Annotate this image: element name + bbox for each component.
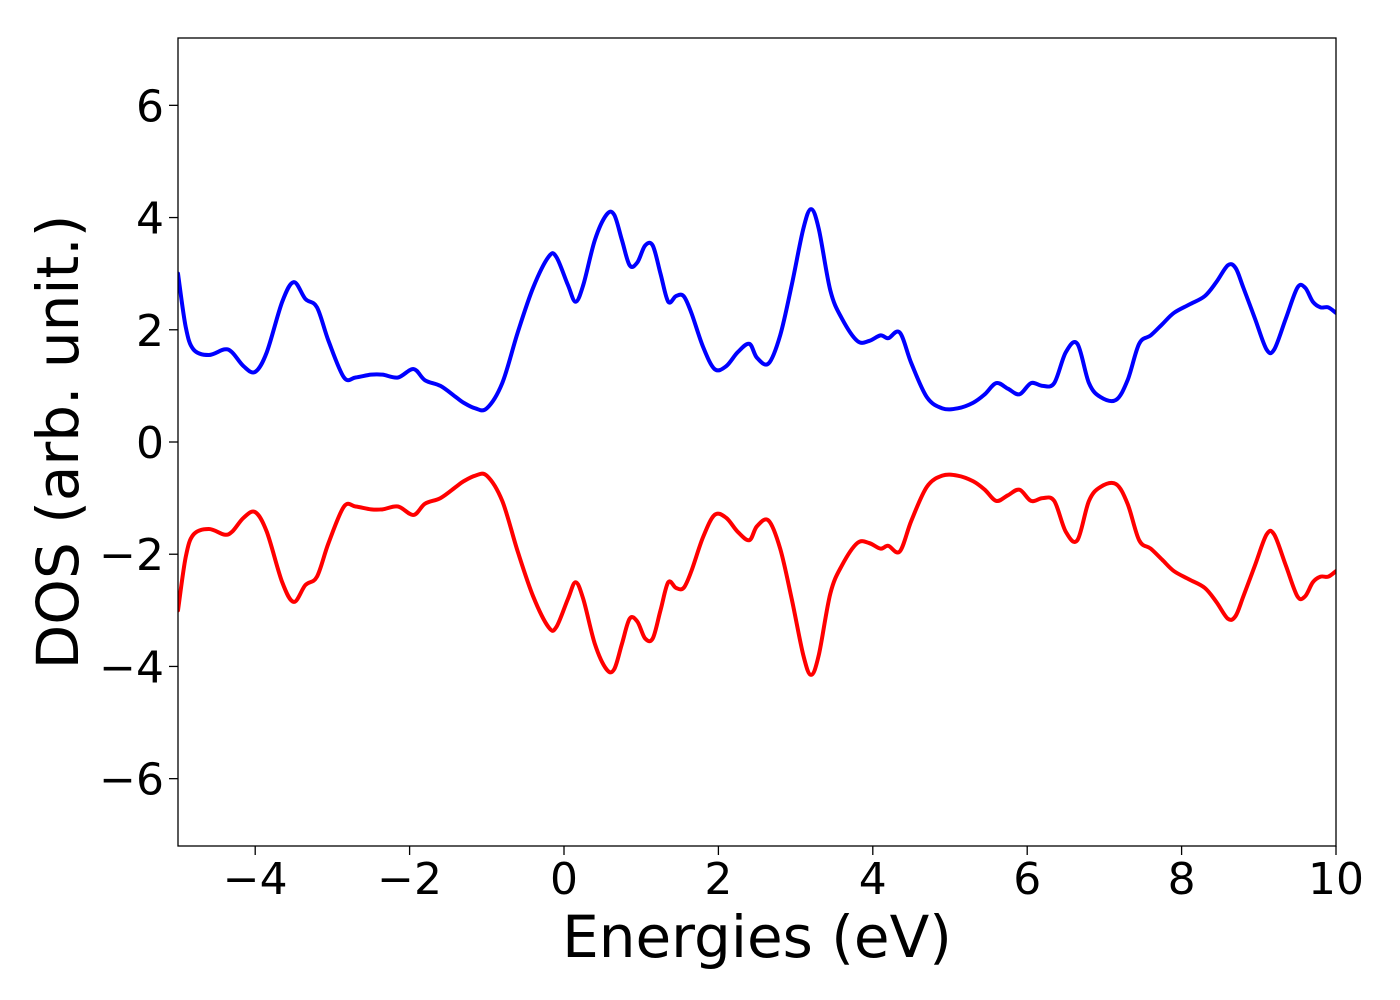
y-axis-label: DOS (arb. unit.) [24, 215, 92, 670]
x-axis-ticks: −4 −2 0 2 4 6 8 10 [223, 846, 1364, 905]
x-axis-label: Energies (eV) [562, 903, 952, 971]
y-tick-label: −4 [99, 642, 164, 693]
x-tick-label: −2 [377, 854, 442, 905]
y-tick-label: 2 [136, 306, 164, 357]
y-tick-label: −6 [99, 755, 164, 806]
x-tick-label: 6 [1013, 854, 1041, 905]
x-tick-label: 4 [859, 854, 887, 905]
x-tick-label: 0 [550, 854, 578, 905]
x-tick-label: −4 [223, 854, 288, 905]
x-tick-label: 8 [1168, 854, 1196, 905]
y-tick-label: −2 [99, 530, 164, 581]
series-layer [178, 207, 1336, 677]
series-line-1 [178, 207, 1336, 413]
y-axis-ticks: −6 −4 −2 0 2 4 6 [99, 81, 178, 806]
y-tick-label: 4 [136, 194, 164, 245]
x-tick-label: 2 [704, 854, 732, 905]
y-tick-label: 0 [136, 418, 164, 469]
x-tick-label: 10 [1308, 854, 1364, 905]
plot-frame [177, 37, 1337, 847]
series-line-2 [178, 471, 1336, 677]
y-tick-label: 6 [136, 81, 164, 132]
